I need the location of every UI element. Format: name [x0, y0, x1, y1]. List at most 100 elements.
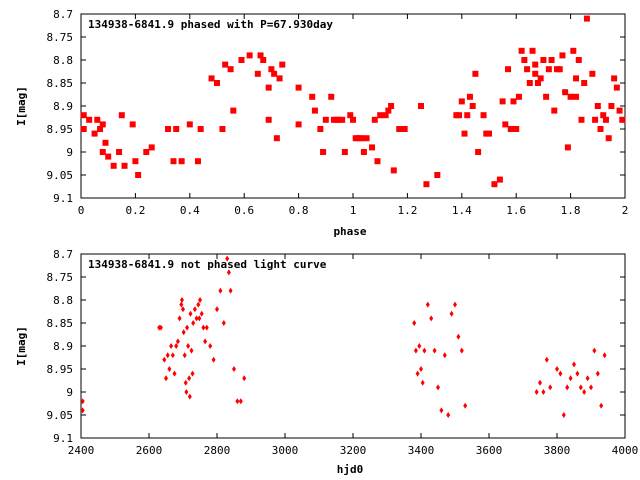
phased-x-tick-label: 0.4 [180, 204, 200, 217]
unphased-data-point [196, 301, 201, 308]
phased-data-point [102, 139, 109, 146]
phased-y-tick-label: 9 [66, 146, 73, 159]
phased-data-point [358, 135, 365, 142]
unphased-data-point [422, 347, 427, 354]
phased-data-point [434, 172, 441, 178]
phased-data-point [271, 70, 278, 77]
phased-data-point [456, 112, 463, 119]
phased-data-point [257, 52, 264, 59]
unphased-y-tick-label: 8.75 [47, 271, 74, 284]
unphased-data-point [599, 402, 604, 409]
phased-data-point [279, 61, 286, 68]
phased-data-point [295, 121, 302, 128]
phased-data-point [548, 57, 555, 63]
phased-x-tick-label: 1.2 [397, 204, 417, 217]
phased-x-tick-label: 0.2 [125, 204, 145, 217]
unphased-data-point [425, 301, 430, 308]
phased-data-point [341, 149, 348, 155]
unphased-data-point [238, 398, 243, 405]
phased-y-tick-label: 8.75 [47, 31, 74, 44]
unphased-data-point [228, 287, 233, 294]
unphased-data-point [174, 343, 179, 349]
unphased-data-point [194, 315, 199, 322]
unphased-data-point [534, 389, 539, 395]
phased-data-point [116, 149, 123, 155]
unphased-data-point [158, 324, 163, 331]
phased-data-point [532, 61, 539, 68]
unphased-data-point [449, 310, 454, 317]
phased-data-point [254, 70, 261, 77]
unphased-data-point [182, 352, 187, 359]
phased-data-point [377, 112, 384, 119]
phased-x-tick-label: 1.8 [561, 204, 581, 217]
phased-data-point [94, 116, 101, 123]
phased-data-point [129, 121, 136, 128]
unphased-x-axis-label: hjd0 [337, 463, 364, 476]
unphased-data-point [197, 315, 202, 322]
unphased-data-point [187, 393, 192, 400]
phased-data-point [545, 66, 552, 73]
unphased-data-point [184, 389, 189, 395]
unphased-x-tick-label: 3400 [408, 444, 435, 457]
unphased-y-tick-label: 8.9 [53, 340, 73, 353]
phased-data-point [597, 126, 604, 132]
phased-x-tick-label: 0.6 [234, 204, 254, 217]
unphased-data-point [169, 343, 174, 349]
phased-data-point [600, 112, 607, 119]
phased-data-point [529, 47, 536, 54]
phased-data-point [132, 158, 139, 165]
phased-data-point [99, 121, 106, 128]
phased-x-tick-label: 1.6 [506, 204, 526, 217]
unphased-light-curve-panel: 2400 2600 2800 3000 3200 3400 3600 3800 4000 8.7… [15, 248, 638, 476]
phased-data-point [570, 47, 577, 54]
phased-data-point [507, 126, 514, 132]
phased-data-point [461, 130, 468, 137]
unphased-data-point [186, 343, 191, 349]
unphased-data-point [419, 366, 423, 372]
phased-data-point [170, 158, 177, 165]
unphased-data-point [188, 310, 193, 317]
unphased-data-point [541, 389, 546, 395]
phased-data-point [573, 75, 580, 82]
phased-data-point [510, 98, 517, 105]
phased-data-point [105, 153, 112, 160]
phased-data-point [178, 158, 185, 165]
unphased-data-point [80, 407, 85, 414]
unphased-data-point [167, 366, 172, 372]
phased-data-point [611, 75, 618, 82]
phased-x-axis-label: phase [333, 225, 366, 238]
phased-data-point [518, 47, 525, 54]
phased-light-curve-panel: 0 0.2 0.4 0.6 0.8 1 1.2 1.4 1.6 1.8 2 8.78.758.88.… [15, 8, 628, 238]
unphased-y-tick-label: 9 [66, 386, 73, 399]
phased-data-point [515, 93, 522, 100]
phased-data-point [273, 135, 280, 142]
unphased-data-point [164, 375, 168, 382]
phased-data-point [311, 107, 318, 114]
unphased-data-point [165, 352, 170, 359]
phased-data-point [371, 116, 378, 123]
phased-x-tick-label: 1 [350, 204, 357, 217]
unphased-y-tick-label: 9.05 [47, 409, 74, 422]
phased-data-point [328, 93, 335, 100]
unphased-data-point [198, 297, 202, 303]
phased-data-point [227, 66, 234, 73]
phased-data-point [148, 144, 155, 151]
unphased-y-tick-label: 8.85 [47, 317, 74, 330]
unphased-x-tick-label: 3600 [476, 444, 503, 457]
unphased-data-point [181, 329, 186, 336]
unphased-data-point [436, 384, 440, 391]
unphased-data-point [225, 255, 230, 262]
unphased-chart-title: 134938-6841.9 not phased light curve [88, 258, 327, 271]
unphased-data-point [181, 306, 185, 313]
unphased-data-point [215, 306, 219, 313]
phased-data-point [385, 107, 392, 114]
phased-data-point [592, 116, 599, 123]
phased-y-axis-label: I[mag] [15, 86, 28, 126]
phased-data-point [208, 75, 215, 82]
unphased-x-tick-label: 2400 [68, 444, 95, 457]
unphased-data-point [589, 384, 593, 391]
phased-data-point [86, 116, 93, 123]
phased-data-point [578, 116, 585, 123]
phased-data-point [110, 162, 117, 169]
